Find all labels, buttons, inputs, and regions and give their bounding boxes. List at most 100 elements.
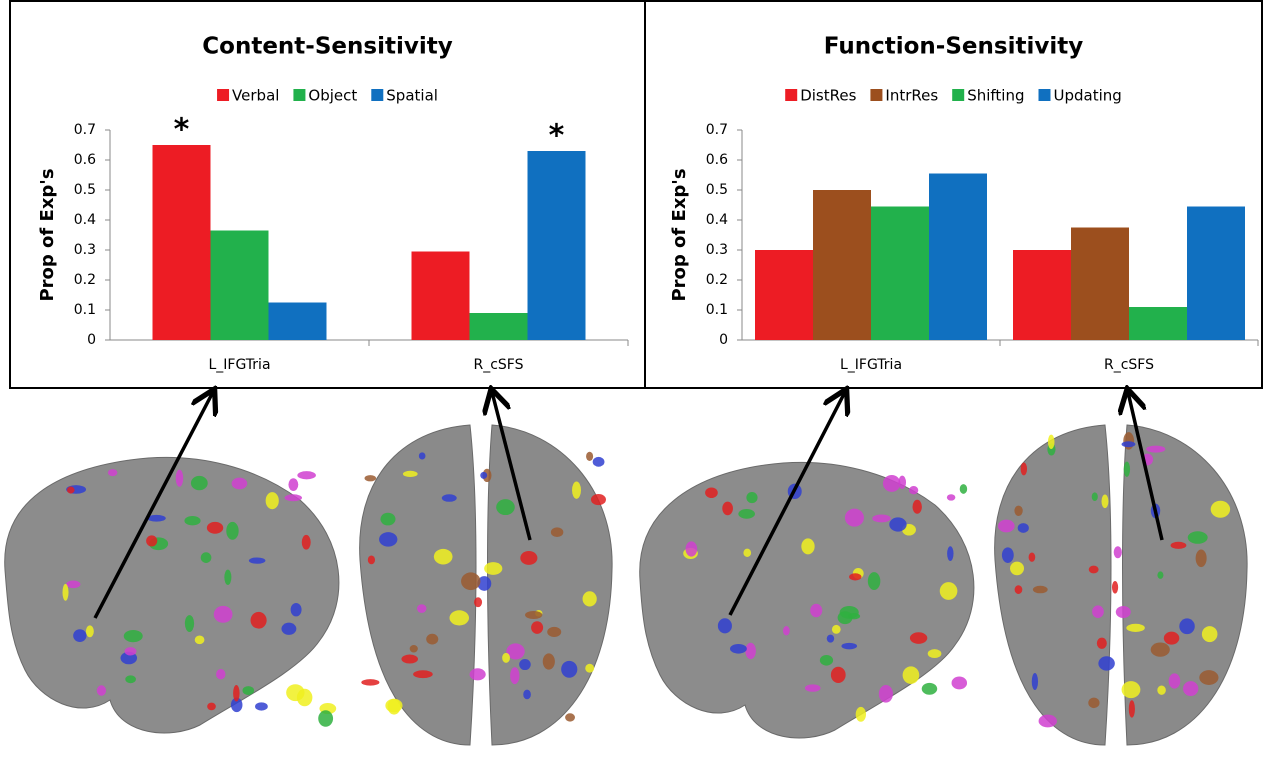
spot <box>1187 531 1208 544</box>
spot <box>525 610 543 620</box>
spot <box>531 621 544 634</box>
spot <box>1150 642 1170 657</box>
spot <box>1113 546 1122 559</box>
legend-label: Updating <box>1054 87 1122 105</box>
spot <box>441 494 457 502</box>
bar <box>268 302 327 340</box>
spot <box>318 710 334 727</box>
bar <box>1129 307 1187 340</box>
legend-swatch <box>870 89 883 101</box>
spot <box>85 625 94 638</box>
spot <box>912 499 922 514</box>
spot <box>582 591 597 607</box>
spot <box>449 610 470 626</box>
spot <box>233 684 240 702</box>
y-tick-label: 0.3 <box>74 242 96 258</box>
spot <box>364 475 377 482</box>
spot <box>426 633 439 645</box>
spot <box>207 702 216 711</box>
spot <box>1096 637 1107 649</box>
spot <box>1210 500 1231 518</box>
spot <box>413 670 433 679</box>
spot <box>547 626 562 638</box>
spot <box>231 477 248 490</box>
spot <box>367 555 376 565</box>
spot <box>746 491 758 504</box>
spot <box>717 618 732 634</box>
spot <box>1014 585 1023 594</box>
spot <box>1098 656 1115 671</box>
legend-label: IntrRes <box>885 87 938 105</box>
spot <box>401 654 419 664</box>
bar <box>1071 227 1129 340</box>
spot <box>745 642 756 660</box>
x-tick-label: R_cSFS <box>473 357 523 373</box>
spot <box>281 622 297 635</box>
arrow <box>728 392 845 616</box>
y-tick-label: 0.1 <box>74 302 96 318</box>
spot <box>810 603 823 618</box>
brain-dorsal <box>994 424 1112 746</box>
spot <box>844 508 864 527</box>
spot <box>477 576 492 591</box>
y-tick-label: 0.7 <box>706 122 728 138</box>
spot <box>248 557 266 564</box>
legend-swatch <box>1038 89 1051 101</box>
y-axis-label: Prop of Exp's <box>37 168 58 301</box>
spot <box>590 494 606 506</box>
legend: Verbal Object Spatial <box>217 87 438 105</box>
y-tick-label: 0.2 <box>74 272 96 288</box>
spot <box>250 611 267 629</box>
spot <box>902 666 920 684</box>
spot <box>496 499 515 516</box>
spot <box>433 548 453 565</box>
legend-swatch <box>952 89 965 101</box>
spot <box>939 582 958 600</box>
spot <box>1168 673 1181 689</box>
spot <box>474 597 483 608</box>
spot <box>889 517 907 532</box>
bar <box>152 145 211 340</box>
spot <box>921 682 938 695</box>
spot <box>67 486 75 494</box>
spot <box>175 469 184 487</box>
spot <box>290 602 302 617</box>
spot <box>1121 681 1141 699</box>
spot <box>801 538 815 555</box>
legend-swatch <box>217 89 230 101</box>
spot <box>1010 561 1025 576</box>
annotation: * <box>174 113 190 148</box>
spot <box>1157 685 1166 695</box>
spot <box>1111 581 1119 594</box>
spot <box>224 569 232 585</box>
spot <box>1038 714 1057 728</box>
spot <box>206 521 224 534</box>
brain-lateral <box>639 461 975 739</box>
x-tick-label: L_IFGTria <box>840 357 902 373</box>
spot <box>722 501 733 516</box>
spot <box>867 572 881 590</box>
spot <box>685 541 698 557</box>
legend-swatch <box>785 89 798 101</box>
spot <box>184 615 195 632</box>
spot <box>830 666 846 683</box>
bar <box>527 151 586 340</box>
spot <box>387 698 401 715</box>
spot <box>288 478 299 492</box>
bar <box>1013 250 1071 340</box>
spot <box>849 573 862 581</box>
spot <box>947 546 954 562</box>
spot <box>855 706 867 722</box>
x-tick-label: R_cSFS <box>1104 357 1154 373</box>
spot <box>909 486 919 495</box>
spot <box>565 713 575 722</box>
spot <box>469 668 486 681</box>
spot <box>831 624 841 634</box>
spot <box>572 481 581 499</box>
brain-dorsal <box>487 424 613 746</box>
spot <box>1163 631 1180 645</box>
arrow <box>492 392 532 541</box>
spot <box>1014 505 1023 516</box>
spot <box>819 654 834 666</box>
